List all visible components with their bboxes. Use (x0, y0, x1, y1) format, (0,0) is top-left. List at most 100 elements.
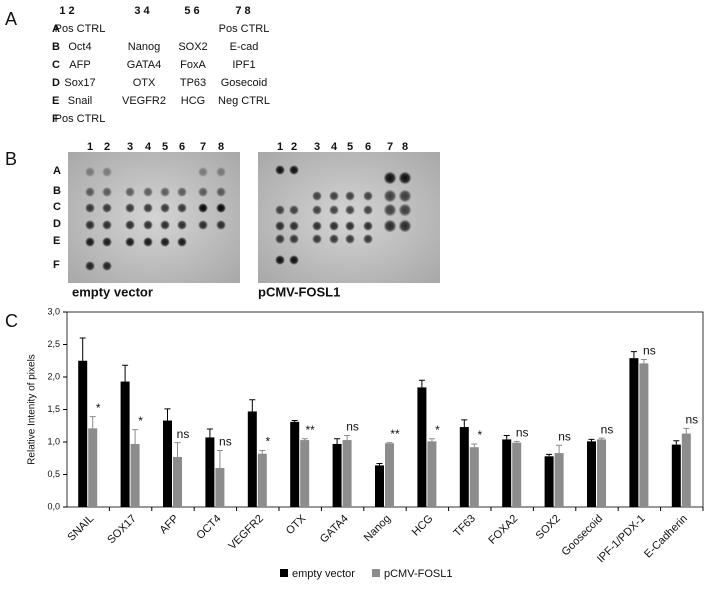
bar (544, 456, 554, 507)
error-bar (259, 449, 266, 454)
significance: ns (643, 344, 656, 358)
blot-dot (289, 255, 299, 265)
error-bar (132, 429, 139, 444)
blot-row-label: C (53, 201, 61, 213)
table-cell: HCG (181, 95, 205, 107)
bar (554, 453, 564, 507)
table-cell: AFP (69, 59, 90, 71)
blot-dot (398, 219, 412, 233)
table-cell: Gosecoid (221, 77, 267, 89)
blot-dot (143, 203, 153, 213)
blot-column-label: 2 (104, 141, 110, 153)
significance: ns (346, 420, 359, 434)
error-bar (588, 438, 595, 442)
error-bar (513, 440, 520, 443)
bar (300, 440, 310, 507)
table-cell: Nanog (128, 41, 160, 53)
blot-dot (102, 237, 112, 247)
blot-dot (102, 203, 112, 213)
blot-row-label: E (53, 235, 60, 247)
significance: * (96, 401, 101, 415)
bar (512, 442, 522, 507)
x-tick-label: TF63 (451, 513, 478, 540)
x-tick-label: Goosecoid (560, 513, 606, 559)
bar (173, 456, 182, 507)
error-bar (418, 379, 425, 388)
bar (427, 441, 437, 507)
table-cell: TP63 (180, 77, 206, 89)
error-bar (683, 427, 690, 434)
bar (671, 444, 681, 507)
error-bar (164, 408, 171, 421)
bar (375, 465, 384, 507)
significance: ns (516, 426, 529, 440)
error-bar (376, 462, 383, 466)
bar (459, 427, 469, 507)
blot-dot (160, 203, 170, 213)
significance: * (477, 428, 482, 442)
table-cell: Snail (68, 95, 92, 107)
bar (163, 420, 172, 507)
blot-row-label: B (53, 185, 61, 197)
error-bar (79, 337, 86, 361)
blot-dot (363, 205, 373, 215)
blot-dot (275, 221, 285, 231)
legend-label: empty vector (292, 568, 355, 580)
blot-dot (383, 203, 397, 217)
blot-dot (398, 171, 412, 185)
blot-dot (177, 237, 187, 247)
x-tick-label: E-Cadherin (642, 513, 690, 561)
blot-column-label: 5 (347, 141, 353, 153)
table-cell: Pos CTRL (55, 23, 106, 35)
row-label: C (52, 59, 60, 71)
y-tick-label: 0,0 (47, 501, 60, 511)
x-tick-label: Nanog (362, 513, 393, 544)
table-cell: VEGFR2 (122, 95, 166, 107)
table-cell: SOX2 (178, 41, 207, 53)
blot-column-label: 1 (277, 141, 283, 153)
blot-dot (177, 220, 187, 230)
bar (502, 439, 512, 507)
blot-dot (398, 203, 412, 217)
legend-label: pCMV-FOSL1 (384, 568, 452, 580)
table-cell: FoxA (180, 59, 206, 71)
bar (342, 440, 352, 507)
blot-column-label: 3 (127, 141, 133, 153)
blot-column-label: 2 (291, 141, 297, 153)
blot-column-label: 4 (331, 141, 338, 153)
error-bar (89, 416, 96, 429)
blot-caption: pCMV-FOSL1 (258, 284, 340, 299)
bar (78, 360, 88, 507)
error-bar (598, 437, 605, 440)
significance: ns (685, 413, 698, 427)
bar (88, 428, 98, 507)
table-cell: Neg CTRL (218, 95, 270, 107)
x-tick-label: SNAIL (65, 513, 96, 544)
error-bar (503, 435, 510, 440)
significance: ns (601, 422, 614, 436)
blot-dot (275, 205, 285, 215)
blot-dot (345, 234, 355, 244)
blot-column-label: 3 (314, 141, 320, 153)
blot-dot (329, 221, 339, 231)
blot-dot (125, 220, 135, 230)
blot-dot (289, 165, 299, 175)
blot-dot (160, 187, 170, 197)
significance: ns (219, 435, 232, 449)
blot-dot (312, 221, 322, 231)
blot-dot (160, 220, 170, 230)
blot-column-label: 1 (87, 141, 93, 153)
blot-column-label: 4 (145, 141, 152, 153)
blot-dot (383, 171, 397, 185)
table-header: 7 8 (235, 5, 250, 17)
error-bar (216, 449, 223, 468)
blot-dot (312, 205, 322, 215)
y-tick-label: 0,5 (47, 469, 60, 479)
table-cell: GATA4 (127, 59, 161, 71)
error-bar (673, 440, 680, 445)
error-bar (386, 442, 393, 444)
bar (247, 411, 257, 507)
blot-dot (275, 255, 285, 265)
blot-dot (216, 167, 226, 177)
